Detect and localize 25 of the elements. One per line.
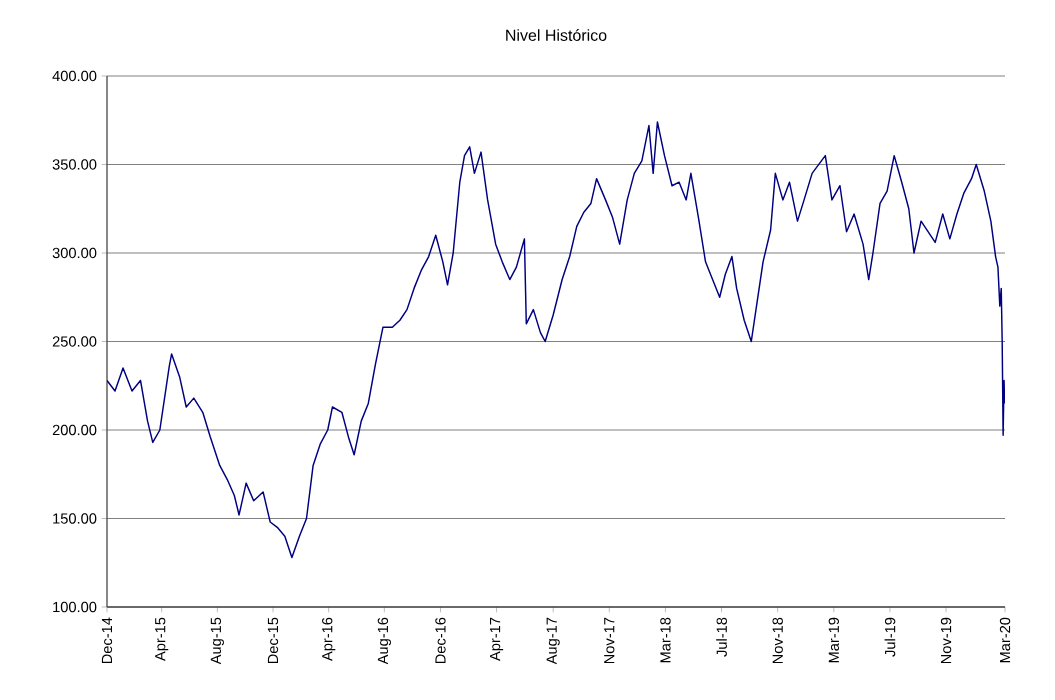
x-tick-label: Dec-15 xyxy=(267,617,279,664)
y-tick-label: 200.00 xyxy=(52,424,97,436)
y-tick-label: 150.00 xyxy=(53,513,97,524)
x-tick-label: Apr-16 xyxy=(322,617,336,662)
x-tick-label: Dec-16 xyxy=(435,617,446,664)
x-tick-label: Apr-15 xyxy=(155,617,169,662)
x-tick-label: Nov-19 xyxy=(940,617,952,664)
x-tick-label: Mar-18 xyxy=(660,617,671,663)
x-tick-label: Aug-16 xyxy=(377,617,391,665)
y-tick-label: 250.00 xyxy=(52,336,97,347)
x-tick-label: Jul-19 xyxy=(884,617,896,657)
x-tick-label: Mar-19 xyxy=(828,617,839,663)
chart-title: Nivel Histórico xyxy=(506,29,607,41)
x-tick-label: Dec-14 xyxy=(101,617,113,664)
x-tick-label: Aug-17 xyxy=(546,617,560,665)
y-tick-label: 400.00 xyxy=(52,70,97,82)
y-tick-label: 350.00 xyxy=(52,159,97,170)
x-tick-label: Nov-18 xyxy=(772,617,783,664)
x-tick-label: Jul-18 xyxy=(716,617,727,657)
y-tick-label: 300.00 xyxy=(52,247,97,259)
y-tick-label: 100.00 xyxy=(53,601,97,613)
x-tick-label: Nov-17 xyxy=(604,617,615,664)
x-tick-label: Aug-15 xyxy=(210,617,224,665)
x-tick-label: Mar-20 xyxy=(999,617,1011,663)
x-tick-label: Apr-17 xyxy=(490,617,504,662)
